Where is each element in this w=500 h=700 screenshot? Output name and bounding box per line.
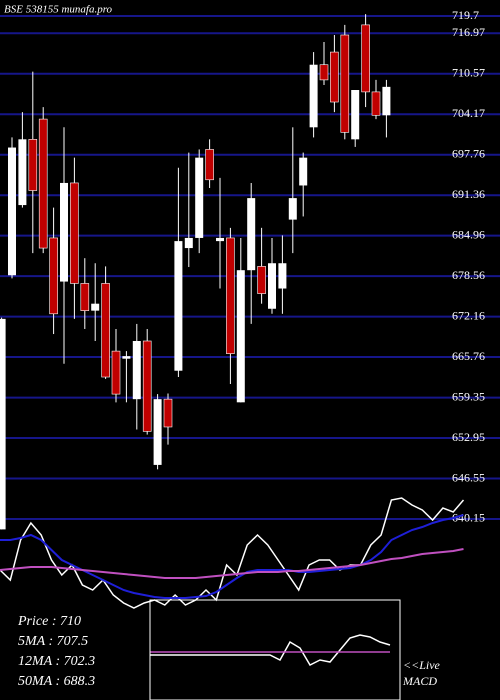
y-tick-label: 665.76 [452, 349, 485, 363]
y-tick-label: 652.95 [452, 430, 485, 444]
y-tick-label: 684.96 [452, 227, 485, 241]
candle-body [278, 263, 287, 289]
candle-body [8, 147, 16, 276]
candle-body [142, 340, 152, 432]
info-text: Price : 710 [17, 614, 81, 629]
y-tick-label: 697.76 [452, 146, 485, 160]
y-tick-label: 691.36 [452, 187, 485, 201]
candle-body [60, 182, 68, 282]
candle-body [153, 399, 162, 465]
candle-body [70, 182, 79, 284]
candle-body [299, 157, 308, 186]
candle-body [319, 64, 329, 81]
candle-body [205, 149, 214, 181]
candle-body [268, 263, 276, 309]
y-tick-label: 646.55 [452, 470, 485, 484]
macd-line [150, 634, 391, 666]
candle-body [361, 24, 370, 93]
macd-box [149, 599, 401, 700]
y-tick-label: 659.35 [452, 389, 485, 403]
candle-body [163, 398, 173, 428]
candle-body [236, 270, 245, 403]
y-tick-label: 710.57 [452, 66, 485, 80]
info-text: 50MA : 688.3 [18, 674, 95, 689]
candle-body [382, 86, 391, 116]
candle-body [80, 283, 90, 311]
macd-label: <<Live [403, 658, 441, 672]
candle-body [371, 91, 381, 116]
candle-body [257, 266, 266, 294]
y-tick-label: 704.17 [452, 106, 485, 120]
candle-body [184, 237, 193, 249]
candle-body [351, 90, 360, 140]
y-tick-label: 678.56 [452, 268, 485, 282]
chart-title: BSE 538155 munafa.pro [4, 4, 113, 16]
candle-body [49, 237, 58, 315]
y-tick-label: 640.15 [452, 511, 485, 525]
candle-body [226, 237, 235, 354]
indicator-line [0, 548, 464, 579]
candle-body [111, 350, 121, 395]
info-text: 12MA : 702.3 [18, 654, 95, 669]
candle-body [101, 283, 110, 378]
candle-body [340, 34, 350, 133]
candle-body [132, 340, 141, 400]
candle-body [309, 64, 318, 128]
indicator-line [0, 497, 465, 609]
candle-body [174, 241, 183, 371]
info-text: 5MA : 707.5 [18, 634, 88, 649]
candle-body [0, 318, 6, 530]
candle-body [28, 139, 38, 191]
candle-body [288, 198, 297, 220]
macd-label: MACD [402, 674, 437, 688]
y-tick-label: 672.16 [452, 308, 485, 322]
candle-body [247, 198, 256, 271]
y-tick-label: 716.97 [452, 25, 485, 39]
candle-body [122, 356, 131, 359]
indicator-line [0, 514, 464, 599]
candle-body [91, 303, 100, 311]
y-tick-label: 719.7 [452, 8, 479, 22]
candle-body [195, 157, 204, 238]
candle-body [18, 139, 27, 206]
candle-body [216, 237, 224, 242]
candle-body [38, 118, 48, 249]
plot-layer: 719.7 716.97 710.57 704.17 697.76 691.36 684.9… [0, 8, 500, 689]
candle-body [330, 51, 339, 103]
